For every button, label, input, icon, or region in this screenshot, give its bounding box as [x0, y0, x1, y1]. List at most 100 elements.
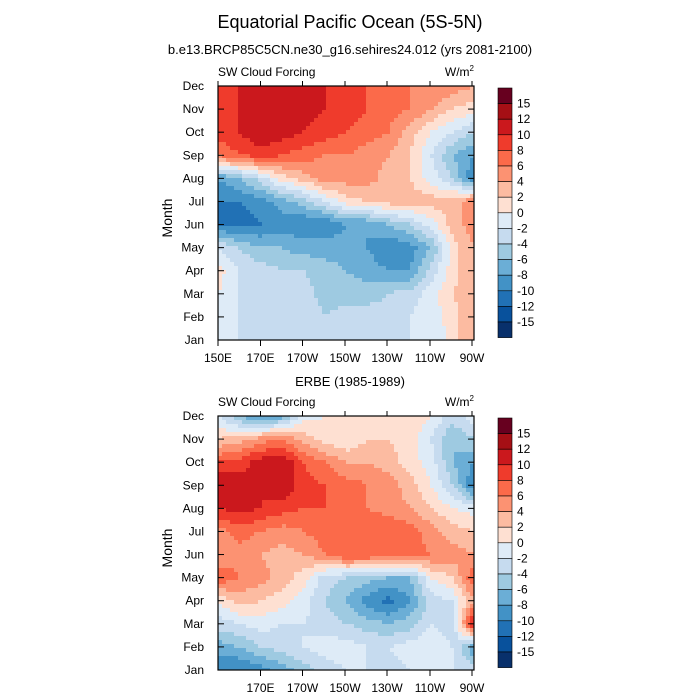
- lower-panel-title: ERBE (1985-1989): [295, 374, 405, 389]
- heatmap-cell: [258, 242, 263, 247]
- heatmap-cell: [326, 444, 331, 449]
- heatmap-cell: [470, 250, 474, 255]
- heatmap-cell: [458, 452, 463, 457]
- heatmap-cell: [266, 460, 271, 465]
- heatmap-cell: [370, 250, 375, 255]
- heatmap-cell: [302, 424, 307, 429]
- heatmap-cell: [302, 334, 307, 339]
- heatmap-cell: [358, 86, 363, 91]
- heatmap-cell: [274, 270, 279, 275]
- heatmap-cell: [378, 420, 383, 425]
- heatmap-cell: [438, 134, 443, 139]
- heatmap-cell: [426, 302, 431, 307]
- heatmap-cell: [306, 194, 311, 199]
- heatmap-cell: [378, 306, 383, 311]
- heatmap-cell: [398, 286, 403, 291]
- heatmap-cell: [266, 444, 271, 449]
- heatmap-cell: [386, 94, 391, 99]
- heatmap-cell: [450, 170, 455, 175]
- heatmap-cell: [266, 222, 271, 227]
- heatmap-cell: [466, 266, 471, 271]
- heatmap-cell: [462, 432, 467, 437]
- heatmap-cell: [350, 174, 355, 179]
- heatmap-cell: [286, 424, 291, 429]
- heatmap-cell: [470, 194, 474, 199]
- heatmap-cell: [378, 330, 383, 335]
- heatmap-cell: [462, 282, 467, 287]
- heatmap-cell: [386, 178, 391, 183]
- heatmap-cell: [242, 254, 247, 259]
- heatmap-cell: [466, 150, 471, 155]
- heatmap-cell: [386, 122, 391, 127]
- heatmap-cell: [458, 436, 463, 441]
- heatmap-cell: [226, 182, 231, 187]
- heatmap-cell: [302, 182, 307, 187]
- heatmap-cell: [334, 90, 339, 95]
- heatmap-cell: [350, 158, 355, 163]
- heatmap-cell: [282, 234, 287, 239]
- heatmap-cell: [294, 322, 299, 327]
- heatmap-cell: [410, 142, 415, 147]
- heatmap-cell: [326, 436, 331, 441]
- heatmap-cell: [258, 432, 263, 437]
- heatmap-cell: [266, 326, 271, 331]
- heatmap-cell: [250, 266, 255, 271]
- heatmap-cell: [322, 94, 327, 99]
- heatmap-cell: [402, 464, 407, 469]
- heatmap-cell: [434, 150, 439, 155]
- heatmap-cell: [306, 456, 311, 461]
- heatmap-cell: [242, 326, 247, 331]
- heatmap-cell: [250, 94, 255, 99]
- heatmap-cell: [390, 310, 395, 315]
- heatmap-cell: [258, 262, 263, 267]
- heatmap-cell: [470, 162, 474, 167]
- heatmap-cell: [254, 126, 259, 131]
- heatmap-cell: [366, 262, 371, 267]
- heatmap-cell: [438, 170, 443, 175]
- heatmap-cell: [258, 246, 263, 251]
- heatmap-cell: [286, 106, 291, 111]
- heatmap-cell: [334, 146, 339, 151]
- heatmap-cell: [234, 298, 239, 303]
- heatmap-cell: [350, 142, 355, 147]
- heatmap-cell: [422, 278, 427, 283]
- heatmap-cell: [222, 150, 227, 155]
- heatmap-cell: [234, 150, 239, 155]
- heatmap-cell: [246, 294, 251, 299]
- heatmap-cell: [338, 94, 343, 99]
- heatmap-cell: [438, 448, 443, 453]
- heatmap-cell: [354, 158, 359, 163]
- heatmap-cell: [266, 110, 271, 115]
- heatmap-cell: [418, 262, 423, 267]
- heatmap-cell: [238, 322, 243, 327]
- heatmap-cell: [362, 286, 367, 291]
- heatmap-cell: [374, 294, 379, 299]
- heatmap-cell: [458, 222, 463, 227]
- heatmap-cell: [318, 428, 323, 433]
- heatmap-cell: [338, 198, 343, 203]
- heatmap-cell: [286, 310, 291, 315]
- heatmap-cell: [470, 234, 474, 239]
- heatmap-cell: [342, 150, 347, 155]
- heatmap-cell: [442, 218, 447, 223]
- heatmap-cell: [322, 146, 327, 151]
- heatmap-cell: [270, 278, 275, 283]
- heatmap-cell: [274, 98, 279, 103]
- heatmap-cell: [422, 254, 427, 259]
- heatmap-cell: [346, 314, 351, 319]
- heatmap-cell: [366, 174, 371, 179]
- heatmap-cell: [226, 310, 231, 315]
- heatmap-cell: [234, 178, 239, 183]
- heatmap-cell: [226, 444, 231, 449]
- heatmap-cell: [262, 298, 267, 303]
- heatmap-cell: [418, 206, 423, 211]
- heatmap-cell: [454, 318, 459, 323]
- heatmap-cell: [450, 266, 455, 271]
- heatmap-cell: [326, 178, 331, 183]
- heatmap-cell: [470, 134, 474, 139]
- heatmap-cell: [426, 278, 431, 283]
- heatmap-cell: [394, 270, 399, 275]
- heatmap-cell: [302, 158, 307, 163]
- heatmap-cell: [246, 146, 251, 151]
- heatmap-cell: [246, 142, 251, 147]
